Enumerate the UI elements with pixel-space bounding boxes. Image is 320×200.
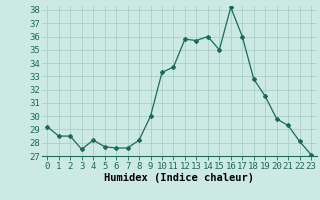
X-axis label: Humidex (Indice chaleur): Humidex (Indice chaleur) (104, 173, 254, 183)
